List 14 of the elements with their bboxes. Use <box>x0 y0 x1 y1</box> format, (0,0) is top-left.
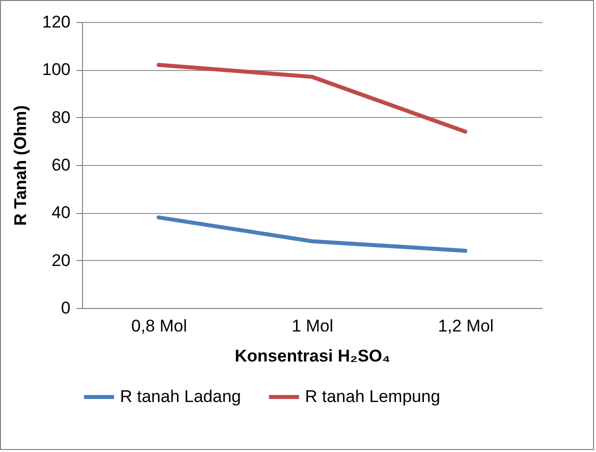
y-axis-title: R Tanah (Ohm) <box>11 105 30 226</box>
y-tick-label: 120 <box>42 12 70 32</box>
x-tick-label: 1,2 Mol <box>438 316 494 336</box>
x-tick-label: 1 Mol <box>292 316 334 336</box>
y-tick-label: 100 <box>42 60 70 80</box>
y-tick-label: 60 <box>52 156 70 174</box>
legend-label: R tanah Lempung <box>305 387 440 406</box>
x-axis-title: Konsentrasi H₂SO₄ <box>234 346 390 366</box>
y-tick-label: 0 <box>61 298 70 318</box>
y-tick-label: 80 <box>52 108 70 127</box>
legend-label: R tanah Ladang <box>120 387 241 406</box>
x-tick-label: 0,8 Mol <box>131 316 188 336</box>
y-tick-label: 40 <box>52 203 70 222</box>
y-tick-label: 20 <box>52 250 70 270</box>
